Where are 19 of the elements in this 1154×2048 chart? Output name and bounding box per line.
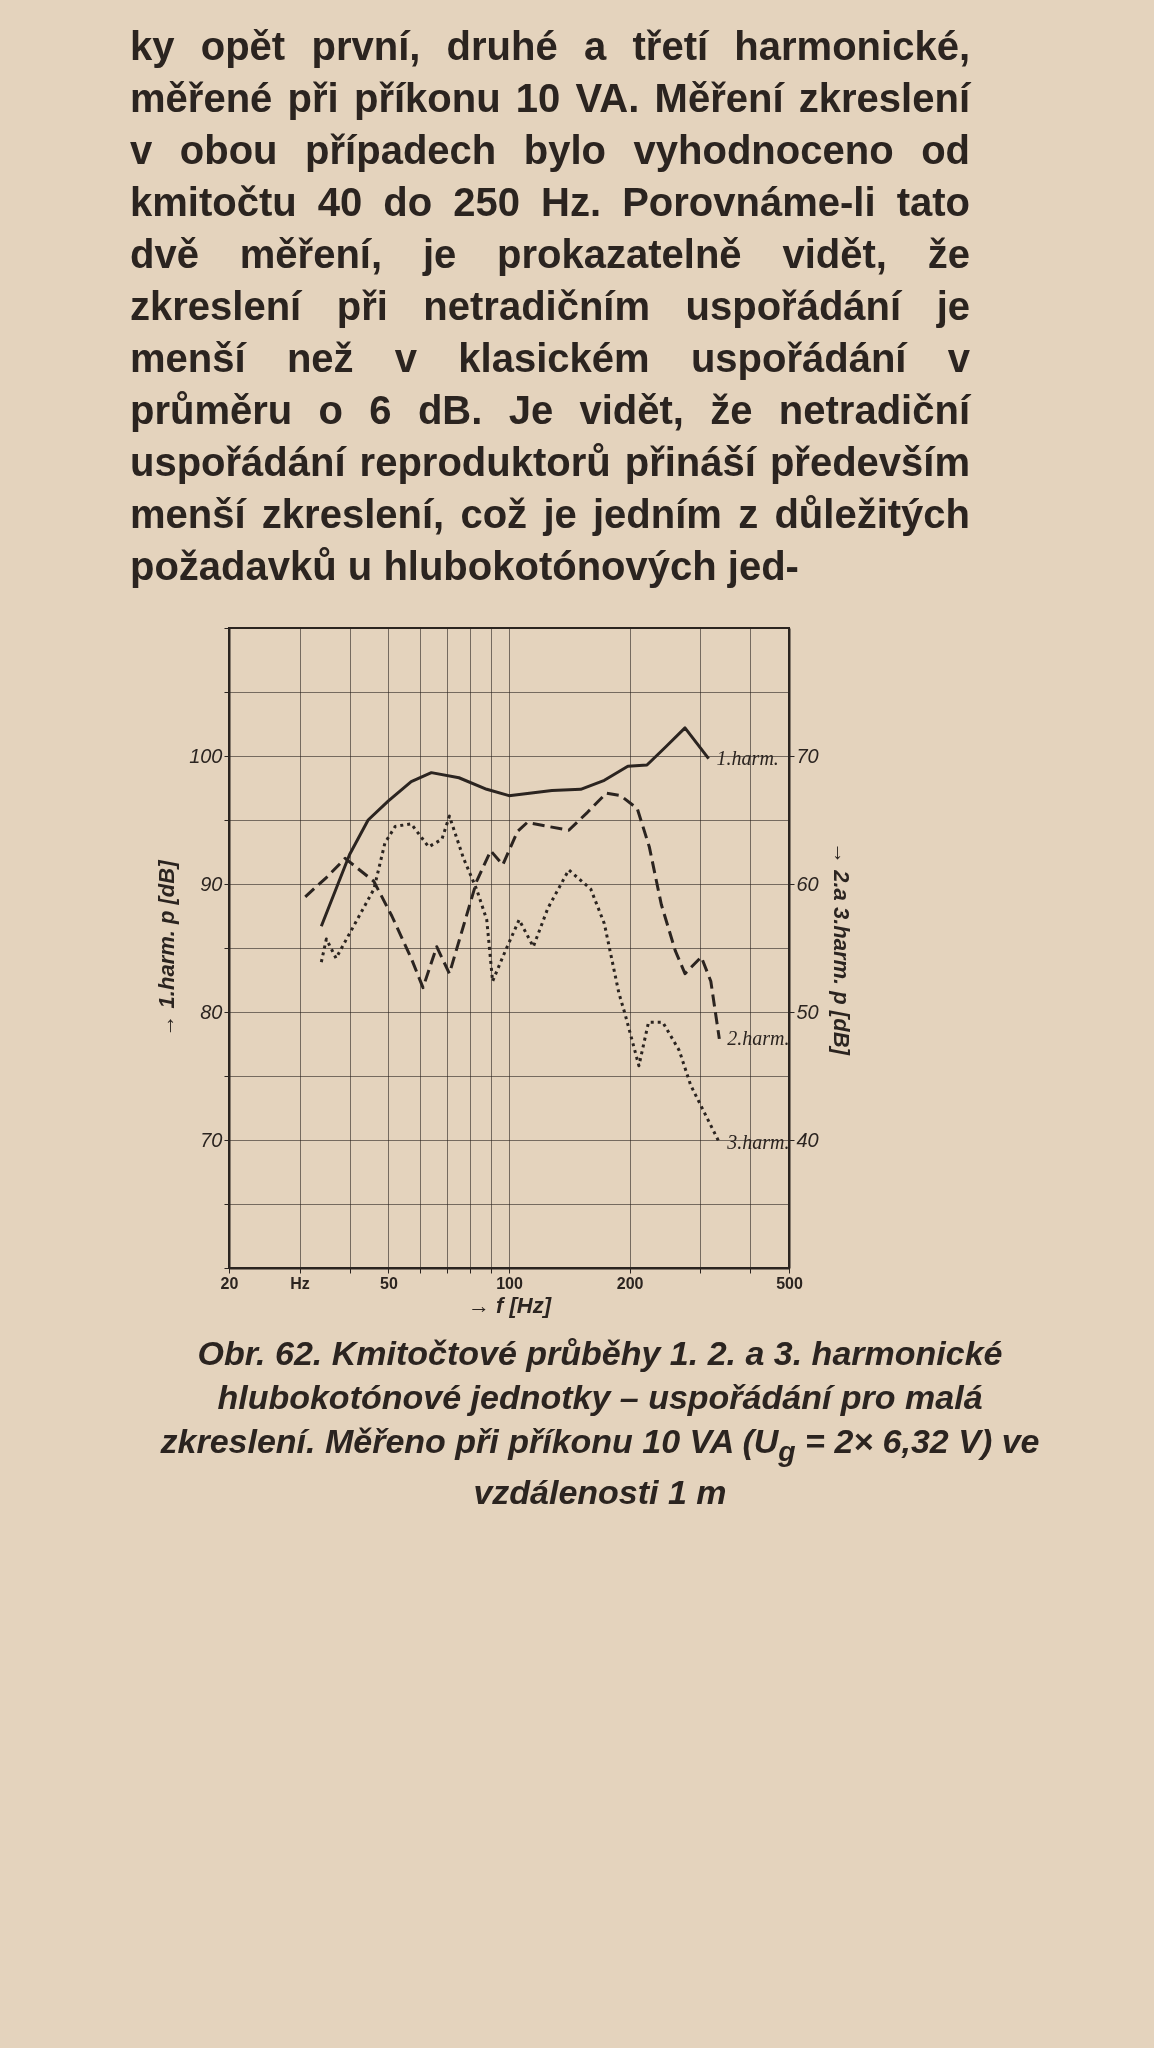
y2-tick-label: 50 xyxy=(796,1000,819,1023)
x-axis-title: → f [Hz] xyxy=(467,1292,552,1318)
y-axis-title: → 1.harm. p [dB] xyxy=(154,859,180,1037)
y-tick-label: 70 xyxy=(200,1128,223,1151)
x-tick-label: 50 xyxy=(380,1274,398,1292)
x-tick-label: 20 xyxy=(220,1274,239,1292)
text: Obr. 62. Kmitočtové průběhy 1. 2. a 3. harmonické hlubokotónové jednotky – uspořádání pro malá zkreslení. Měřeno při příkonu 10 VA (U$_{g}$ = 2× 6,32 V) ve vzdálenosti 1 m xyxy=(160,1334,1040,1511)
y2-tick-label: 70 xyxy=(796,744,819,767)
x-tick-label: Hz xyxy=(290,1274,310,1292)
x-tick-label: 100 xyxy=(496,1274,523,1292)
y-tick-label: 80 xyxy=(200,1000,223,1023)
y2-tick-label: 60 xyxy=(796,872,819,895)
text: ky opět první, druhé a třetí harmonické, měřené při příkonu 10 VA. Měření zkreslení v obou případech bylo vyhodnoceno od kmitočtu 40 do 250 Hz. Porovnáme-li tato dvě měření, je prokazatelně vidět, že zkreslení při netradičním uspořádání je menší než v klasickém uspořádání v průměru o 6 dB. Je vidět, že netradiční uspořádání reproduktorů přináší především menší zkreslení, což je jedním z důležitých požadavků u hlubokotónových jed- xyxy=(130,24,970,588)
y2-tick-label: 40 xyxy=(796,1128,819,1151)
y-tick-label: 90 xyxy=(200,872,223,895)
x-tick-label: 500 xyxy=(776,1274,803,1292)
y-tick-label: 100 xyxy=(189,744,223,767)
y2-axis-title: → 2.a 3.harm. p [dB] xyxy=(828,842,854,1056)
x-tick-label: 200 xyxy=(616,1274,644,1292)
